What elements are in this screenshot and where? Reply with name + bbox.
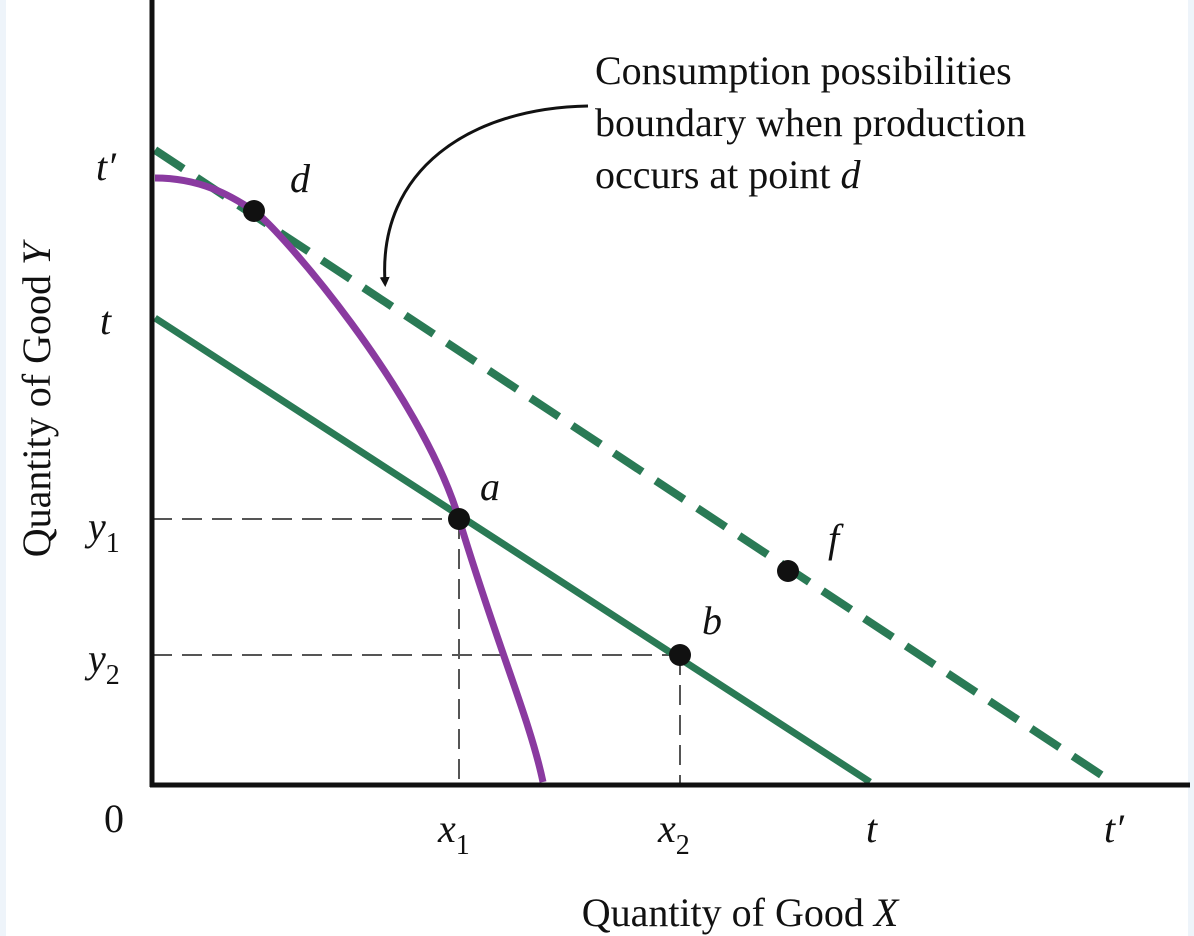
points	[243, 200, 799, 666]
background	[6, 0, 1188, 936]
origin-label: 0	[104, 796, 124, 841]
text-part: a	[480, 464, 500, 509]
text-part: Quantity of Good	[582, 890, 874, 935]
x-label: x2	[657, 806, 690, 861]
text-part: b	[702, 598, 722, 643]
text-part: d	[841, 152, 862, 197]
annotation-line: Consumption possibilities	[595, 48, 1012, 93]
text-part: boundary when production	[595, 100, 1026, 145]
y-label: t	[100, 298, 112, 343]
text-part: 1	[456, 830, 470, 861]
text-part: 1	[106, 528, 120, 559]
text-part: d	[290, 156, 311, 201]
point-label: a	[480, 464, 500, 509]
text-part: x	[437, 806, 456, 851]
x-axis-title: Quantity of Good X	[582, 890, 900, 935]
annotation-line: boundary when production	[595, 100, 1026, 145]
text-part: t′	[1104, 806, 1125, 851]
text-part: t	[100, 298, 112, 343]
y-axis-title: Quantity of Good Y	[14, 239, 59, 557]
text-part: x	[657, 806, 676, 851]
text-part: t	[866, 806, 878, 851]
text-part: y	[84, 636, 106, 681]
x-label: t′	[1104, 806, 1125, 851]
consumption-boundary	[153, 315, 872, 785]
consumption-boundary-dashed	[152, 146, 1115, 786]
text-part: 0	[104, 796, 124, 841]
annotation-arrow	[379, 104, 589, 287]
text-part: X	[872, 890, 900, 935]
y-label: y2	[84, 636, 120, 691]
y-label: t′	[96, 144, 117, 189]
production-frontier	[154, 174, 547, 783]
guides	[152, 518, 681, 785]
point-label: d	[290, 156, 311, 201]
text-part: y	[84, 504, 106, 549]
x-label: x1	[437, 806, 470, 861]
text-part: 2	[676, 830, 690, 861]
y-label: y1	[84, 504, 120, 559]
annotation-line: occurs at point d	[595, 152, 862, 197]
x-label: t	[866, 806, 878, 851]
text-part: t′	[96, 144, 117, 189]
point-label: b	[702, 598, 722, 643]
text-part: 2	[106, 660, 120, 691]
text-part: Consumption possibilities	[595, 48, 1012, 93]
text-part: occurs at point	[595, 152, 841, 197]
text-part: Quantity of Good	[14, 265, 59, 557]
text-part: Y	[14, 239, 59, 265]
